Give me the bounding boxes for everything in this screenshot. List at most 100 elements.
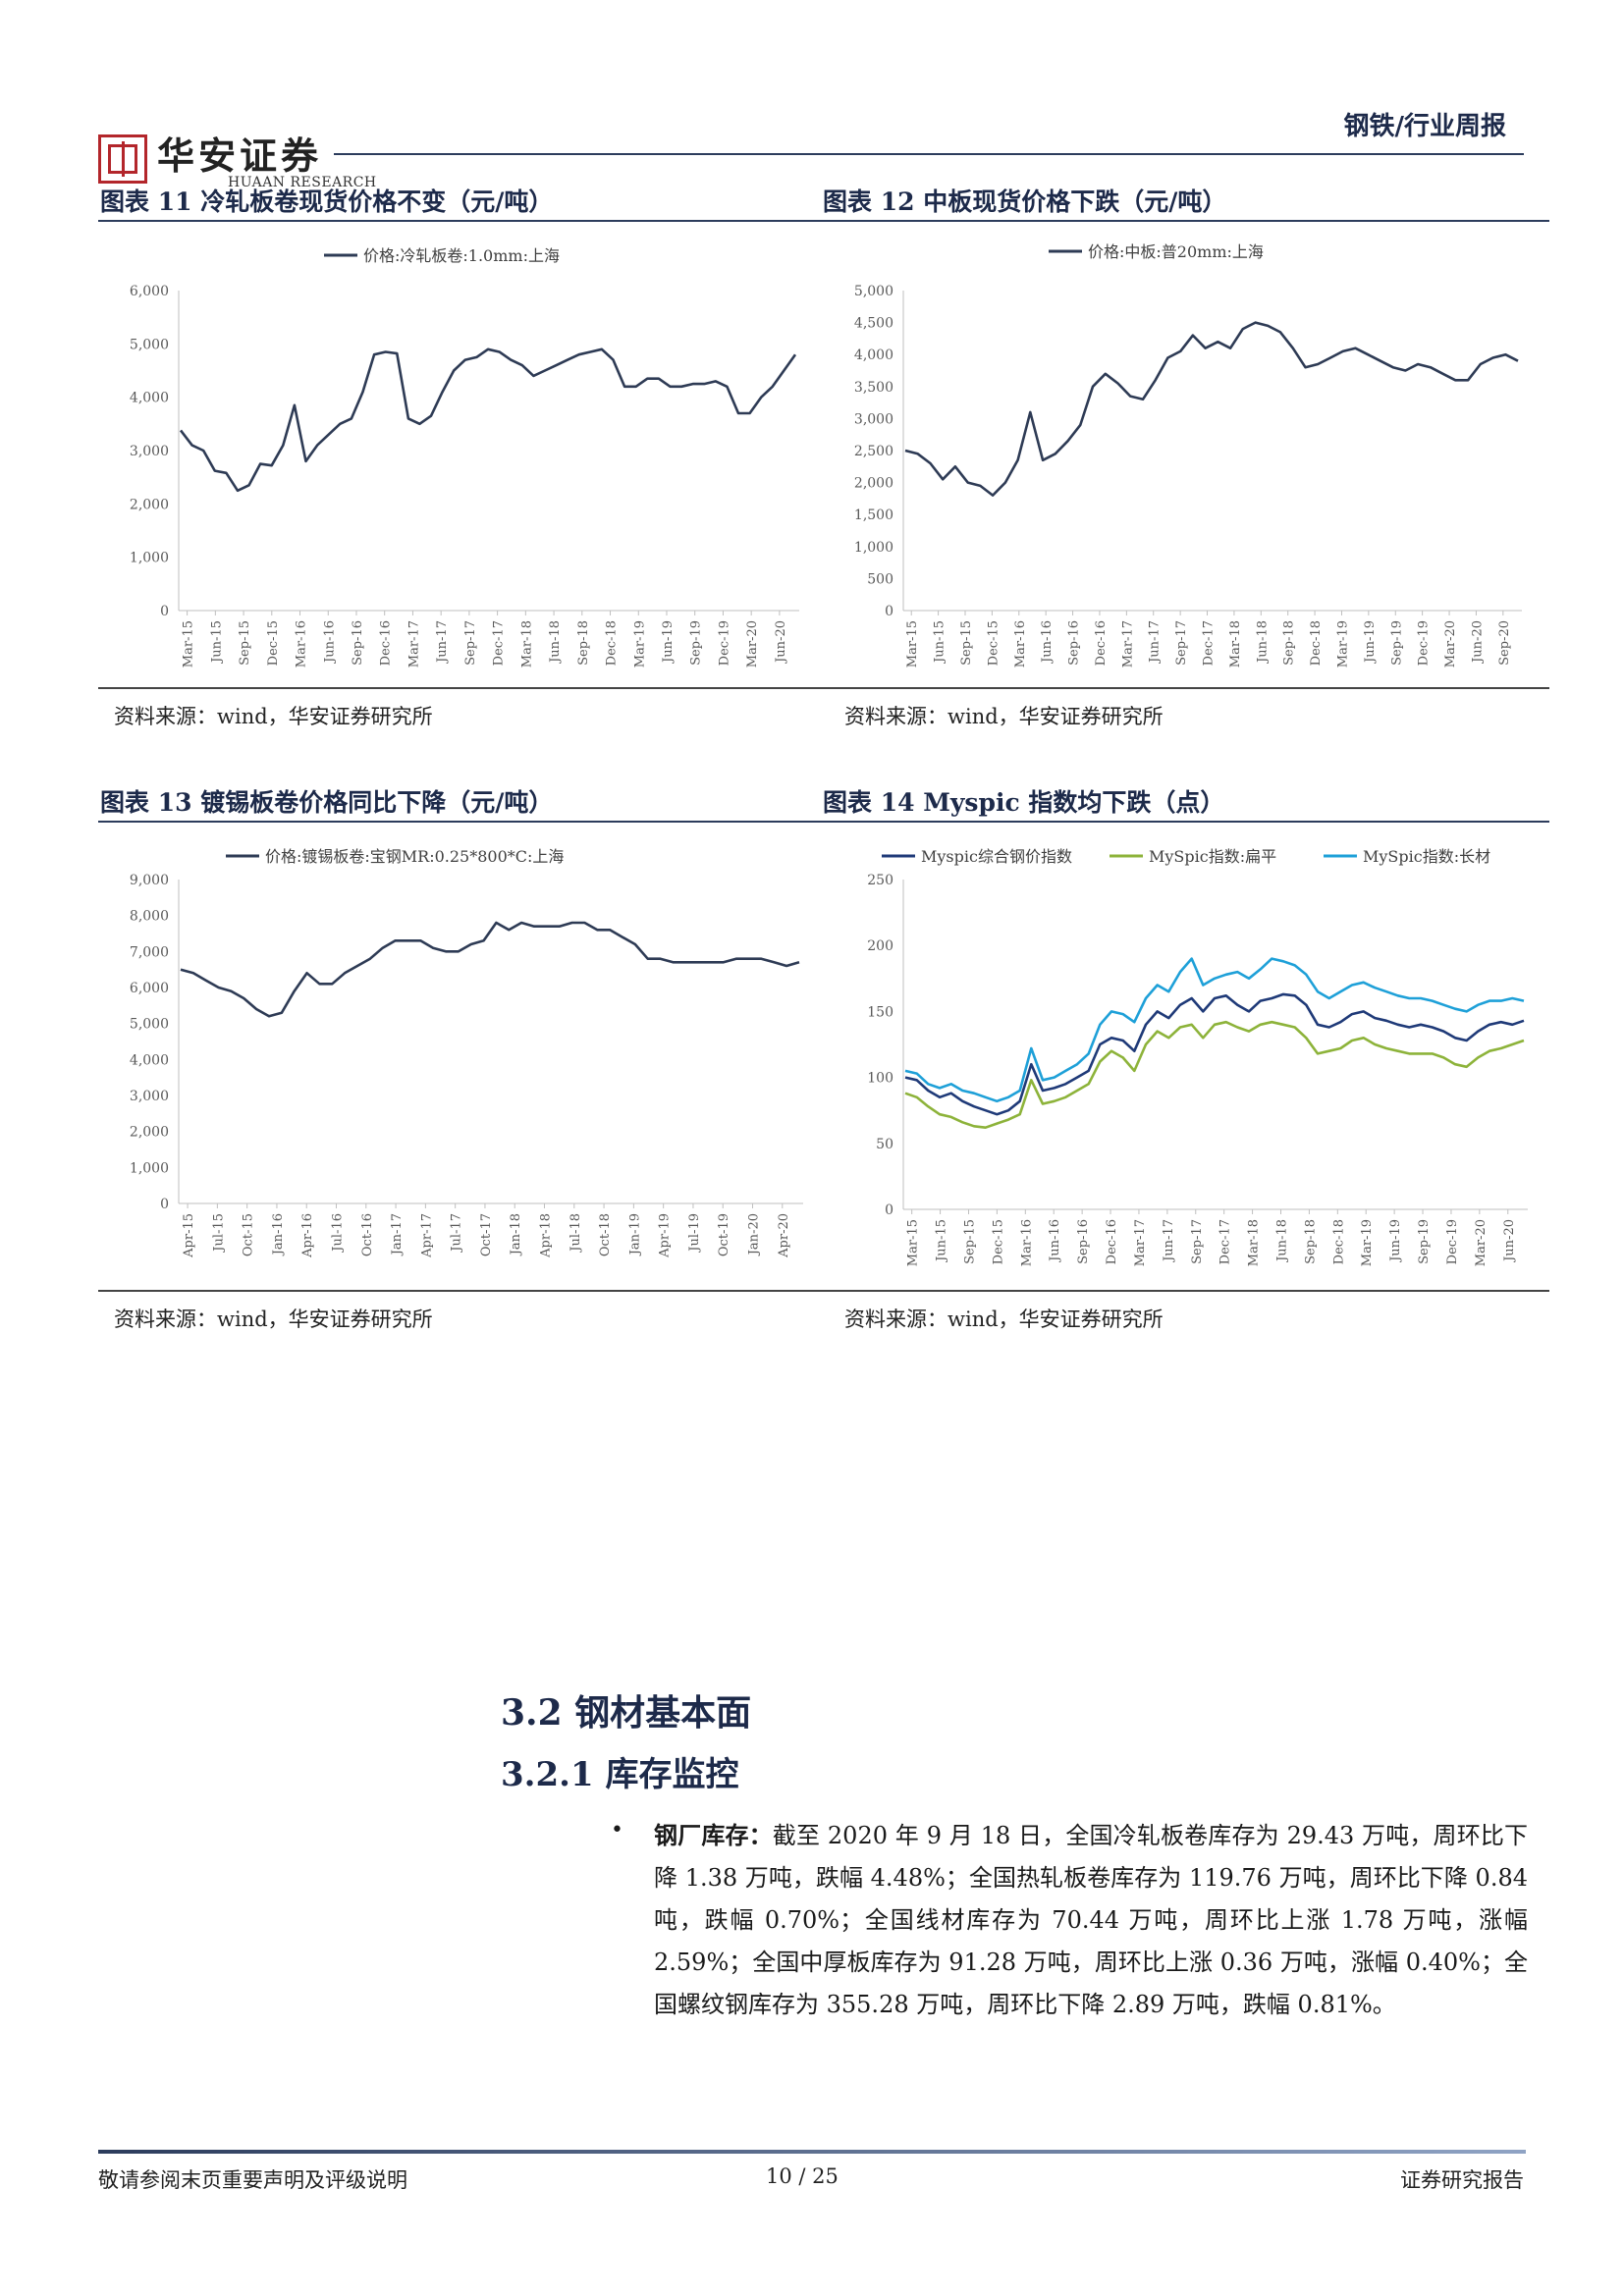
footer-rule — [98, 2150, 1526, 2154]
series-line — [904, 957, 1525, 1103]
x-tick-label: Oct-17 — [479, 1213, 494, 1256]
y-tick-label: 200 — [867, 938, 893, 954]
x-tick-label: Jun-16 — [322, 620, 337, 665]
x-tick-label: Jul-16 — [331, 1213, 346, 1254]
x-tick-label: Dec-17 — [492, 620, 507, 666]
logo-mark — [98, 134, 147, 184]
x-tick-label: Sep-16 — [351, 620, 365, 666]
y-tick-label: 7,000 — [130, 944, 169, 960]
x-tick-label: Jul-17 — [450, 1213, 464, 1254]
x-tick-label: Apr-19 — [658, 1213, 673, 1258]
y-tick-label: 9,000 — [130, 873, 169, 888]
legend-label: 价格:冷轧板卷:1.0mm:上海 — [363, 246, 560, 265]
x-tick-label: Dec-19 — [1445, 1219, 1460, 1264]
y-tick-label: 5,000 — [130, 337, 169, 352]
x-tick-label: Mar-15 — [182, 620, 196, 667]
x-tick-label: Mar-15 — [906, 1219, 921, 1266]
footer-report-type: 证券研究报告 — [1400, 2168, 1524, 2192]
series-line — [904, 992, 1525, 1116]
x-tick-label: Sep-18 — [1303, 1219, 1318, 1264]
y-tick-label: 4,000 — [130, 391, 169, 406]
x-tick-label: Jun-17 — [1148, 620, 1163, 665]
x-tick-label: Mar-19 — [632, 620, 647, 667]
x-tick-label: Jun-19 — [661, 620, 676, 665]
x-tick-label: Mar-18 — [1247, 1219, 1262, 1266]
y-tick-label: 1,000 — [130, 1160, 169, 1176]
x-tick-label: Mar-19 — [1360, 1219, 1375, 1266]
y-tick-label: 8,000 — [130, 909, 169, 925]
y-tick-label: 150 — [867, 1004, 893, 1020]
x-tick-label: Mar-20 — [1474, 1219, 1489, 1266]
legend-label: 价格:中板:普20mm:上海 — [1088, 242, 1264, 261]
x-tick-label: Jun-16 — [1040, 620, 1055, 665]
x-tick-label: Apr-17 — [419, 1213, 434, 1258]
chart-cold-rolled-price: 0 1,000 2,000 3,000 4,000 5,000 6,000 Mar-15 Jun… — [130, 246, 799, 667]
x-tick-label: Dec-19 — [717, 620, 731, 666]
y-tick-label: 3,000 — [130, 444, 169, 459]
x-tick-label: Mar-17 — [1120, 620, 1135, 667]
figure-title-11: 图表 11 冷轧板卷现货价格不变（元/吨） — [100, 187, 554, 216]
y-tick-label: 1,500 — [854, 507, 893, 523]
x-tick-label: Sep-15 — [238, 620, 252, 666]
y-tick-label: 5,000 — [130, 1017, 169, 1033]
x-tick-label: Apr-20 — [777, 1213, 791, 1258]
x-tick-label: Dec-19 — [1417, 620, 1432, 666]
x-tick-label: Dec-18 — [1309, 620, 1324, 666]
x-tick-label: Jul-15 — [211, 1213, 226, 1254]
figure-top-rule — [98, 821, 1549, 823]
y-tick-label: 1,000 — [130, 551, 169, 566]
x-tick-label: Sep-19 — [1417, 1219, 1432, 1264]
y-tick-label: 0 — [885, 604, 893, 619]
x-tick-label: Jul-19 — [687, 1213, 702, 1254]
logo-subtext: HUAAN RESEARCH — [228, 175, 377, 190]
x-tick-label: Dec-17 — [1202, 620, 1217, 666]
x-tick-label: Jan-19 — [627, 1213, 642, 1256]
footer-disclaimer: 敬请参阅末页重要声明及评级说明 — [98, 2168, 407, 2192]
page-number: 10 / 25 — [766, 2164, 839, 2188]
chart-myspic-index: 0 50 100 150 200 250 Mar-15 Jun-15 Sep-15 Dec-15 M… — [867, 847, 1528, 1266]
report-category: 钢铁/行业周报 — [1343, 112, 1507, 141]
x-tick-label: Jun-20 — [1502, 1219, 1517, 1263]
x-tick-label: Jan-18 — [509, 1213, 523, 1256]
x-tick-label: Mar-15 — [905, 620, 920, 667]
subsection-heading: 3.2.1 库存监控 — [501, 1755, 739, 1794]
y-tick-label: 4,500 — [854, 316, 893, 332]
y-tick-label: 2,000 — [854, 476, 893, 492]
x-tick-label: Sep-20 — [1497, 620, 1512, 666]
series-line — [179, 347, 797, 493]
y-tick-label: 2,000 — [130, 1125, 169, 1141]
legend-label: MySpic指数:长材 — [1363, 847, 1490, 866]
y-tick-label: 100 — [867, 1071, 893, 1087]
inventory-paragraph: 钢厂库存：截至 2020 年 9 月 18 日，全国冷轧板卷库存为 29.43 … — [654, 1814, 1528, 2026]
logo-text: 华安证券 — [157, 133, 323, 178]
legend-label: Myspic综合钢价指数 — [921, 847, 1072, 866]
y-tick-label: 1,000 — [854, 540, 893, 556]
series-line — [904, 321, 1519, 497]
x-tick-label: Jan-16 — [271, 1213, 286, 1256]
figure-top-rule — [98, 220, 1549, 222]
x-tick-label: Jun-18 — [1255, 620, 1270, 665]
x-tick-label: Jan-20 — [747, 1213, 762, 1256]
header-rule — [334, 153, 1524, 155]
x-tick-label: Mar-16 — [295, 620, 309, 667]
x-tick-label: Jun-20 — [1470, 620, 1485, 665]
series-line — [180, 921, 800, 1018]
x-tick-label: Jun-18 — [1274, 1219, 1289, 1263]
y-tick-label: 3,500 — [854, 380, 893, 396]
y-tick-label: 250 — [867, 873, 893, 888]
x-tick-label: Sep-17 — [1190, 1219, 1205, 1264]
x-tick-label: Dec-16 — [1105, 1219, 1119, 1264]
bullet-marker: • — [611, 1818, 623, 1842]
x-tick-label: Dec-16 — [379, 620, 394, 666]
chart-medium-plate-price: 0 500 1,000 1,500 2,000 2,500 3,000 3,500 4,000 4… — [854, 242, 1522, 667]
legend-label: 价格:镀锡板卷:宝钢MR:0.25*800*C:上海 — [265, 847, 564, 866]
source-note-12: 资料来源：wind，华安证券研究所 — [844, 705, 1164, 728]
x-tick-label: Jul-18 — [568, 1213, 583, 1254]
x-tick-label: Mar-18 — [1228, 620, 1243, 667]
x-tick-label: Dec-18 — [605, 620, 620, 666]
x-tick-label: Jun-19 — [1363, 620, 1378, 665]
y-tick-label: 0 — [160, 1197, 169, 1212]
x-tick-label: Oct-18 — [598, 1213, 613, 1256]
figure-title-12: 图表 12 中板现货价格下跌（元/吨） — [823, 187, 1227, 216]
x-tick-label: Jun-18 — [548, 620, 563, 665]
